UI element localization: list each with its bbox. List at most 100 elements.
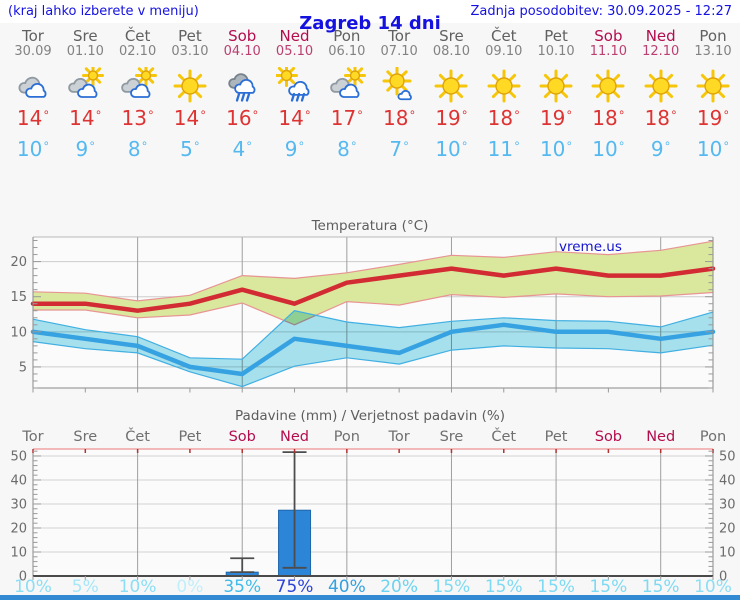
day-column-7: Pon 06.10 17° 8°	[320, 28, 374, 165]
day-date: 04.10	[223, 44, 261, 59]
precip-axis-label: 30	[719, 497, 736, 512]
precip-day-label: Pon	[333, 429, 360, 445]
day-name: Tor	[388, 27, 411, 45]
precip-axis-label: 40	[719, 473, 736, 488]
min-temperature: 9°	[75, 137, 96, 161]
precip-probability: 15%	[432, 577, 471, 597]
day-date: 30.09	[14, 44, 52, 59]
temp-axis-label: 20	[10, 255, 27, 270]
day-name: Sre	[73, 27, 98, 45]
sunny-icon	[686, 67, 740, 105]
min-temperature: 4°	[232, 137, 252, 161]
partly-cloudy-icon	[58, 64, 112, 105]
precipitation-chart: 0 0 10 10 20 20 30 30 40 40 50 50	[10, 448, 736, 582]
precip-probability: 15%	[484, 577, 523, 597]
temp-axis-label: 5	[19, 360, 27, 375]
footer-bar	[0, 595, 740, 600]
precip-day-label: Tor	[22, 429, 44, 445]
max-temperature: 16°	[226, 106, 259, 130]
day-column-5: Sob 04.10 16° 4°	[215, 28, 269, 165]
precip-day-label: Pet	[178, 429, 202, 445]
day-column-1: Tor 30.09 14° 10°	[6, 28, 60, 165]
cloudy-icon	[6, 67, 60, 105]
temp-axis-label: 10	[10, 325, 27, 340]
vreme-us-watermark[interactable]: vreme.us	[559, 239, 622, 255]
min-temperature: 9°	[650, 137, 671, 161]
min-temperature: 10°	[16, 137, 50, 161]
day-name: Čet	[490, 27, 517, 45]
max-temperature: 19°	[435, 106, 468, 130]
precip-probability: 10%	[694, 577, 732, 597]
max-temperature: 18°	[383, 106, 416, 130]
max-temperature: 14°	[173, 106, 207, 130]
max-temperature: 19°	[539, 106, 573, 130]
day-column-14: Pon 13.10 19° 10°	[686, 28, 740, 165]
day-date: 03.10	[171, 44, 209, 59]
day-name: Čet	[124, 27, 151, 45]
day-date: 02.10	[119, 44, 157, 59]
precip-axis-label: 20	[719, 521, 736, 536]
max-temperature: 14°	[16, 106, 50, 130]
precip-day-label: Sre	[439, 429, 464, 445]
precip-axis-label: 20	[10, 521, 27, 536]
header: (kraj lahko izberete v meniju) Zagreb 14…	[0, 0, 740, 34]
day-name: Sob	[228, 27, 257, 45]
min-temperature: 10°	[696, 137, 730, 161]
day-column-4: Pet 03.10 14° 5°	[163, 28, 217, 165]
day-name: Pon	[699, 27, 727, 45]
min-temperature: 9°	[284, 137, 305, 161]
precip-day-label: Pet	[544, 429, 568, 445]
day-column-11: Pet 10.10 19° 10°	[529, 28, 583, 165]
min-temperature: 8°	[337, 137, 357, 161]
day-date: 09.10	[485, 44, 523, 59]
precip-day-label: Ned	[280, 429, 310, 445]
precip-day-label: Tor	[388, 429, 410, 445]
day-name: Pon	[333, 27, 361, 45]
min-temperature: 7°	[389, 137, 409, 161]
day-name: Pet	[544, 27, 568, 45]
sunny-icon	[634, 67, 688, 105]
max-temperature: 14°	[69, 106, 102, 130]
precip-day-label: Čet	[491, 429, 517, 445]
precip-probability: 10%	[14, 577, 52, 597]
min-temperature: 11°	[487, 137, 520, 161]
day-column-3: Čet 02.10 13° 8°	[111, 28, 165, 165]
sunny-icon	[424, 67, 478, 105]
temp-axis-label: 15	[10, 290, 27, 305]
temperature-chart: 5 10 15 20 vreme.us	[10, 236, 716, 393]
day-column-13: Ned 12.10 18° 9°	[634, 28, 688, 165]
min-temperature: 8°	[127, 137, 148, 161]
min-temperature: 5°	[180, 137, 200, 161]
temperature-chart-title: Temperatura (°C)	[311, 218, 429, 234]
day-date: 07.10	[380, 44, 418, 59]
precip-probability: 15%	[537, 577, 575, 597]
max-temperature: 18°	[644, 106, 677, 130]
day-date: 06.10	[328, 44, 366, 59]
day-column-8: Tor 07.10 18° 7°	[372, 28, 426, 165]
precip-axis-label: 50	[719, 449, 736, 464]
precip-axis-label: 10	[10, 545, 27, 560]
min-temperature: 10°	[435, 137, 468, 161]
max-range-band	[33, 241, 713, 325]
day-date: 05.10	[275, 44, 314, 59]
precip-probability: 35%	[223, 577, 262, 597]
precip-axis-label: 40	[10, 473, 27, 488]
day-name: Tor	[22, 27, 44, 45]
precip-day-label: Pon	[699, 429, 727, 445]
precip-probability: 0%	[176, 577, 204, 597]
precipitation-chart-title: Padavine (mm) / Verjetnost padavin (%)	[235, 408, 505, 424]
precip-axis-label: 50	[10, 449, 27, 464]
precip-probability: 10%	[118, 577, 157, 597]
day-date: 11.10	[589, 44, 627, 59]
sunny-icon	[529, 67, 583, 105]
last-update: Zadnja posodobitev: 30.09.2025 - 12:27	[470, 4, 732, 19]
day-name: Sob	[594, 27, 623, 45]
min-temperatura-line	[30, 322, 716, 377]
max-temperature: 19°	[696, 106, 730, 130]
sun-showers-icon	[268, 64, 322, 105]
min-temperature: 10°	[539, 137, 573, 161]
max-temperature: 18°	[592, 106, 625, 130]
day-name: Ned	[279, 27, 310, 45]
precip-probability: 40%	[327, 577, 366, 597]
